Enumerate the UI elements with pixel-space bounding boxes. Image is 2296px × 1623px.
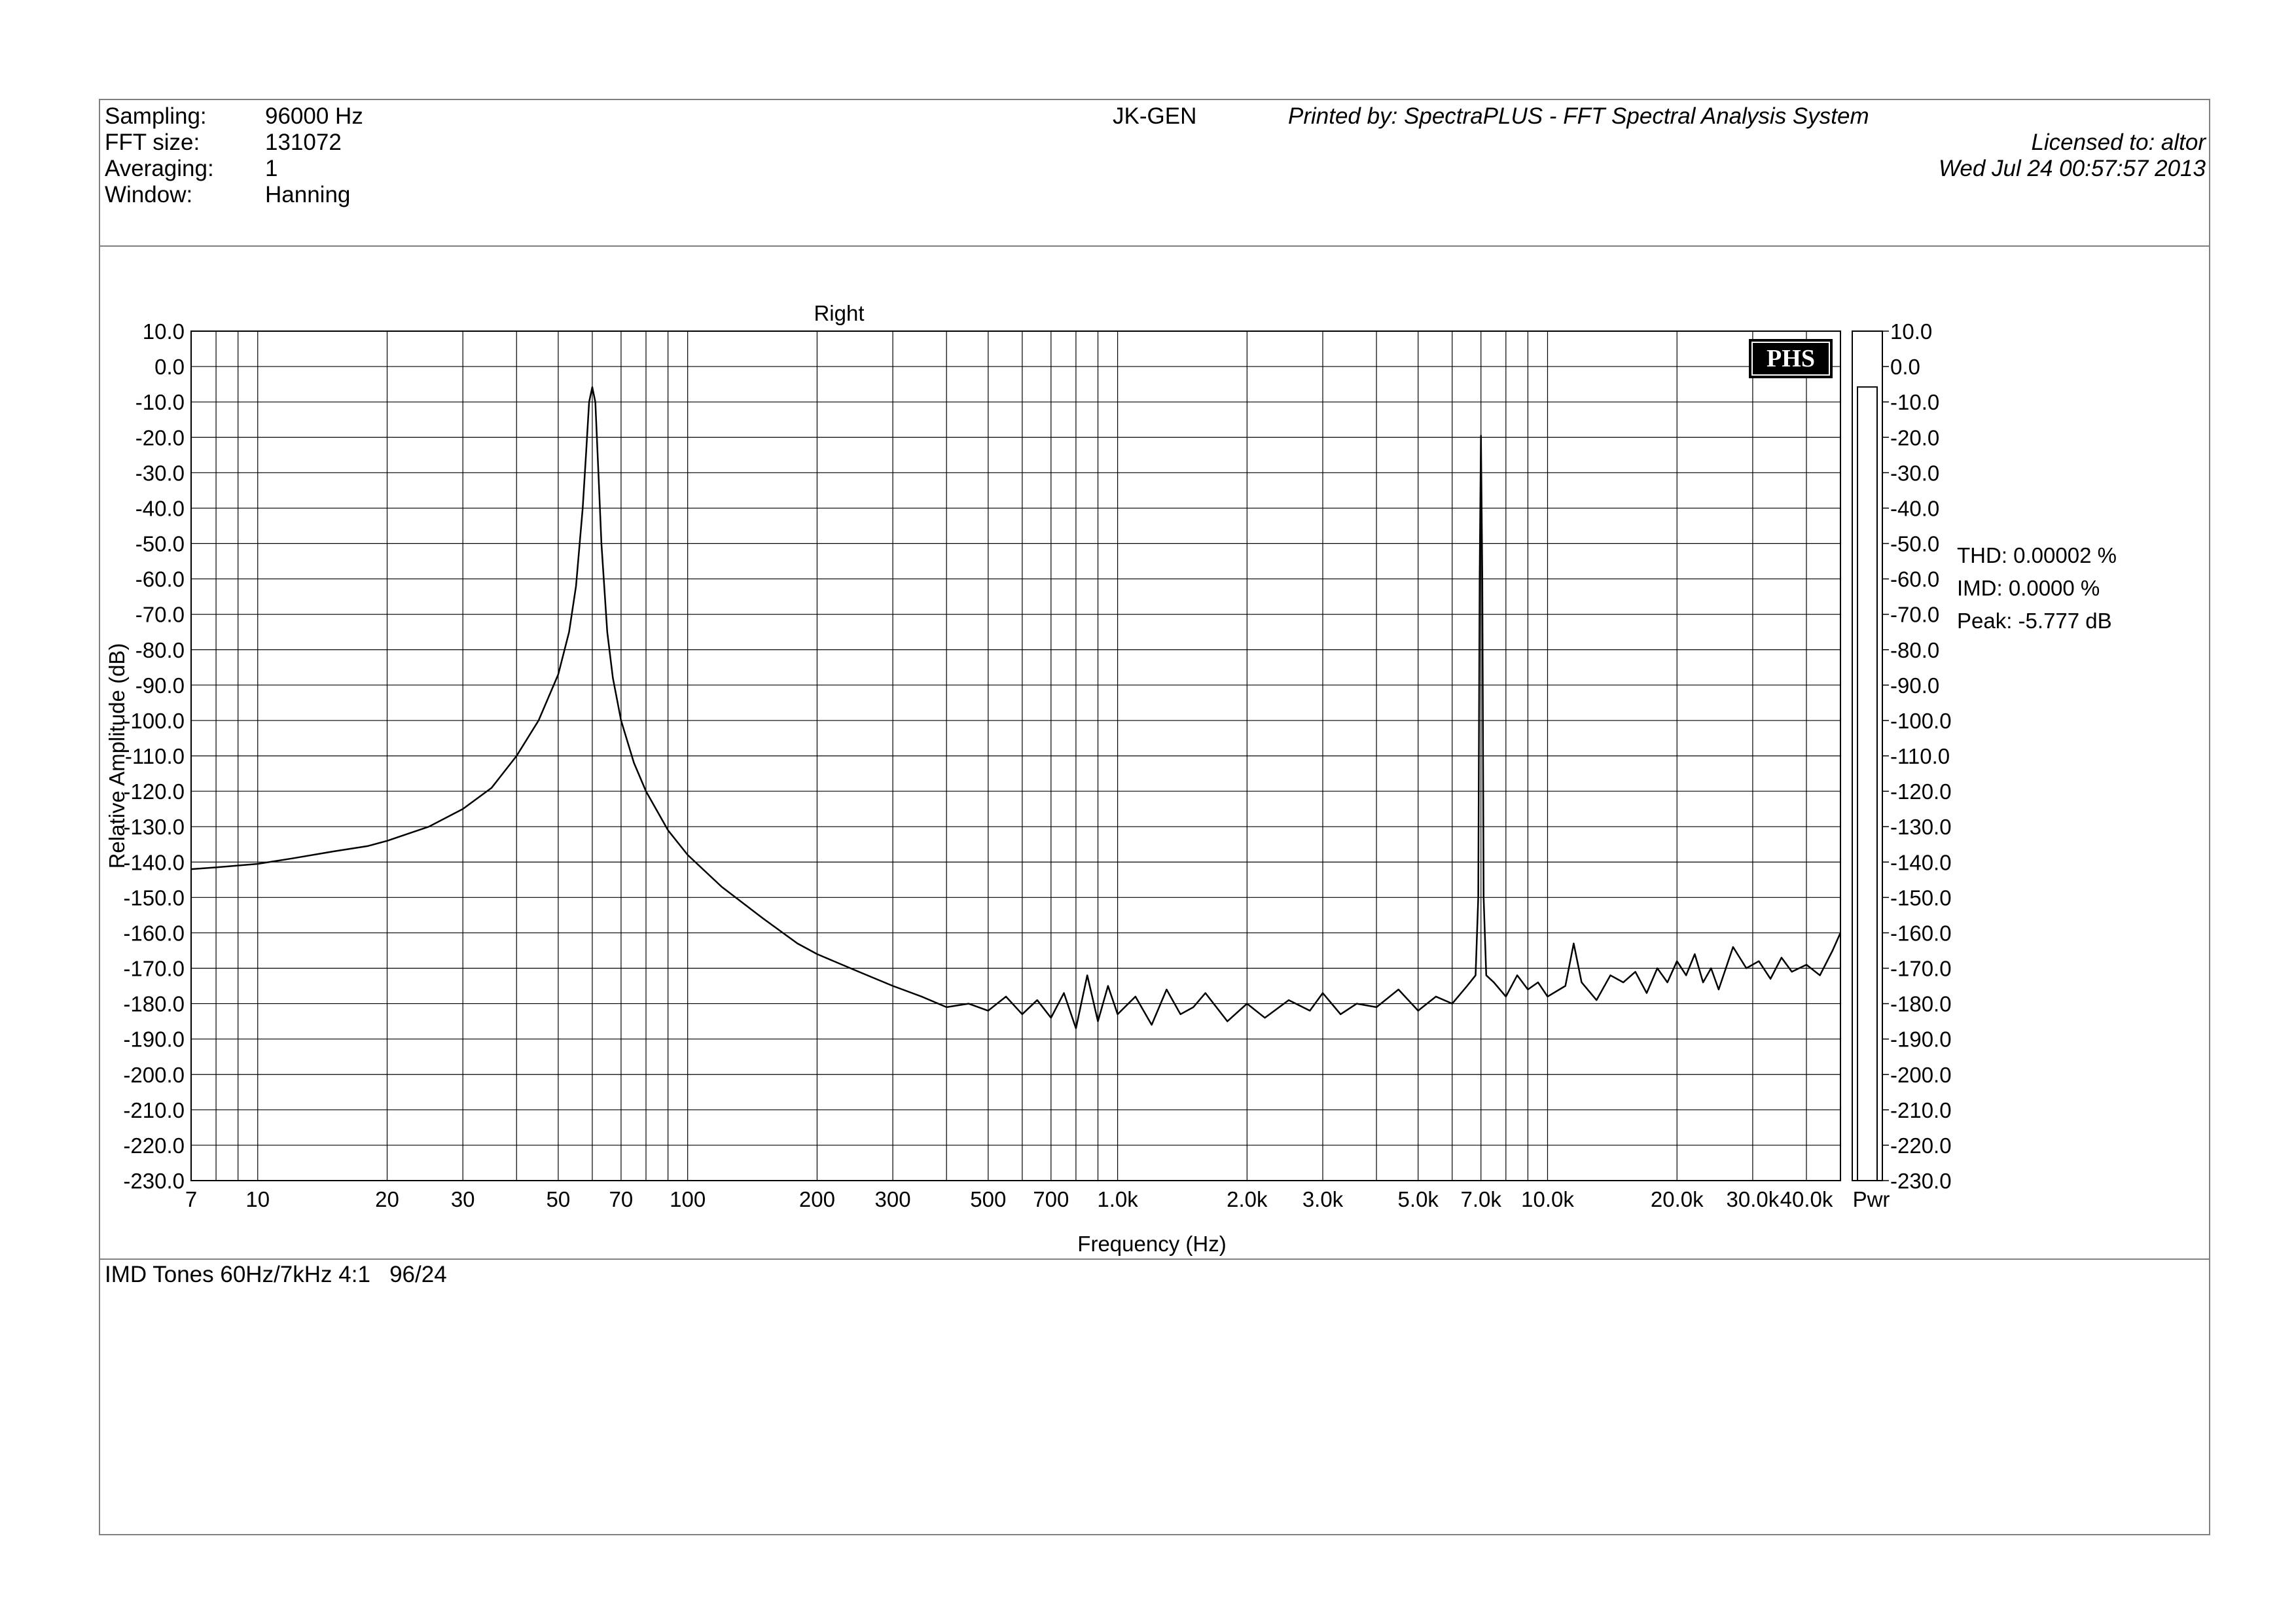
pwr-tick-label: -130.0 [1890,815,1952,839]
x-tick-label: 5.0k [1398,1187,1439,1211]
pwr-tick-label: -110.0 [1890,744,1950,768]
pwr-tick-label: -140.0 [1890,850,1952,874]
pwr-tick-label: -70.0 [1890,603,1939,627]
x-tick-label: 30 [451,1187,475,1211]
x-tick-label: 70 [609,1187,634,1211]
x-tick-label: 20 [375,1187,399,1211]
stat-imd: IMD: 0.0000 % [1957,576,2100,600]
phs-logo: PHS [1749,339,1833,378]
pwr-tick-label: -170.0 [1890,957,1952,981]
pwr-tick-label: -40.0 [1890,496,1939,520]
setting-value-averaging: 1 [265,156,278,181]
setting-label-window: Window: [105,182,193,207]
x-tick-label: 500 [970,1187,1006,1211]
stat-peak: Peak: -5.777 dB [1957,609,2112,633]
x-tick-label: 7.0k [1461,1187,1502,1211]
pwr-tick-label: -60.0 [1890,567,1939,592]
phs-logo-border [1751,342,1830,376]
setting-value-window: Hanning [265,182,351,207]
y-tick-label: -160.0 [123,921,185,945]
phs-logo-text: PHS [1767,345,1815,372]
x-tick-label: 10.0k [1521,1187,1574,1211]
pwr-tick-label: 0.0 [1890,355,1920,379]
y-tick-label: -10.0 [135,390,185,414]
x-tick-label: 7 [185,1187,197,1211]
y-tick-label: -20.0 [135,425,185,450]
pwr-tick-label: 10.0 [1890,319,1932,344]
y-tick-label: -50.0 [135,532,185,556]
pwr-tick-label: -100.0 [1890,709,1952,733]
y-tick-label: -180.0 [123,992,185,1016]
pwr-tick-label: -180.0 [1890,992,1952,1016]
spectrum-line [190,386,1842,1029]
setting-value-fft-size: 131072 [265,130,342,155]
y-tick-label: -210.0 [123,1098,185,1122]
measurement-notes: IMD Tones 60Hz/7kHz 4:1 96/24 [105,1262,447,1287]
y-tick-label: -110.0 [125,744,185,768]
pwr-tick-label: -150.0 [1890,885,1952,910]
y-tick-label: -80.0 [135,638,185,662]
x-axis-label: Frequency (Hz) [1077,1232,1226,1256]
y-tick-label: -190.0 [123,1027,185,1052]
x-tick-label: 300 [875,1187,911,1211]
setting-value-sampling: 96000 Hz [265,103,363,129]
x-tick-label: 10 [245,1187,270,1211]
grid-lines [190,330,1840,1181]
chart-title: Right [814,301,864,325]
x-tick-label: 200 [799,1187,835,1211]
pwr-tick-label: -160.0 [1890,921,1952,945]
y-tick-label: -150.0 [123,885,185,910]
y-tick-label: -30.0 [135,461,185,485]
licensed-to: Licensed to: altor [2031,130,2206,155]
y-tick-label: -220.0 [123,1133,185,1158]
x-tick-label: 40.0k [1780,1187,1833,1211]
pwr-tick-label: -120.0 [1890,779,1952,804]
pwr-tick-label: -230.0 [1890,1169,1952,1193]
y-tick-label: -170.0 [123,957,185,981]
y-tick-label: 0.0 [154,355,185,379]
y-tick-label: -230.0 [123,1169,185,1193]
y-tick-label: -40.0 [135,496,185,520]
pwr-tick-label: -10.0 [1890,390,1939,414]
pwr-tick-label: -210.0 [1890,1098,1952,1122]
y-tick-label: -100.0 [123,709,185,733]
printed-by: Printed by: SpectraPLUS - FFT Spectral A… [1288,103,1869,129]
pwr-tick-label: -30.0 [1890,461,1939,485]
x-tick-label: 100 [670,1187,706,1211]
pwr-tick-label: -50.0 [1890,532,1939,556]
y-tick-label: -130.0 [123,815,185,839]
notes-panel [99,1258,2210,1535]
x-tick-label: 700 [1033,1187,1069,1211]
y-tick-label: 10.0 [143,319,185,344]
y-tick-label: -120.0 [123,779,185,804]
x-tick-label: 3.0k [1302,1187,1344,1211]
y-axis-label: Relative Amplitude (dB) [105,643,129,869]
pwr-tick-label: -200.0 [1890,1063,1952,1087]
pwr-tick-label: -80.0 [1890,638,1939,662]
pwr-tick-label: -190.0 [1890,1027,1952,1052]
pwr-tick-label: -20.0 [1890,425,1939,450]
y-tick-label: -200.0 [123,1063,185,1087]
x-tick-label: 2.0k [1227,1187,1268,1211]
x-tick-label: 20.0k [1651,1187,1704,1211]
pwr-tick-label: -90.0 [1890,673,1939,698]
y-tick-label: -60.0 [135,567,185,592]
setting-label-sampling: Sampling: [105,103,207,129]
pwr-label: Pwr [1853,1187,1890,1211]
setting-label-fft-size: FFT size: [105,130,200,155]
y-tick-label: -70.0 [135,603,185,627]
x-tick-label: 30.0k [1727,1187,1780,1211]
stat-thd: THD: 0.00002 % [1957,543,2117,567]
setting-label-averaging: Averaging: [105,156,214,181]
x-tick-label: 50 [547,1187,571,1211]
y-tick-label: -90.0 [135,673,185,698]
pwr-tick-label: -220.0 [1890,1133,1952,1158]
y-tick-label: -140.0 [123,850,185,874]
print-datetime: Wed Jul 24 00:57:57 2013 [1938,156,2206,181]
phs-logo-box [1749,339,1833,378]
x-tick-label: 1.0k [1097,1187,1138,1211]
pwr-bar-level [1857,386,1878,1181]
device-name: JK-GEN [1113,103,1197,129]
